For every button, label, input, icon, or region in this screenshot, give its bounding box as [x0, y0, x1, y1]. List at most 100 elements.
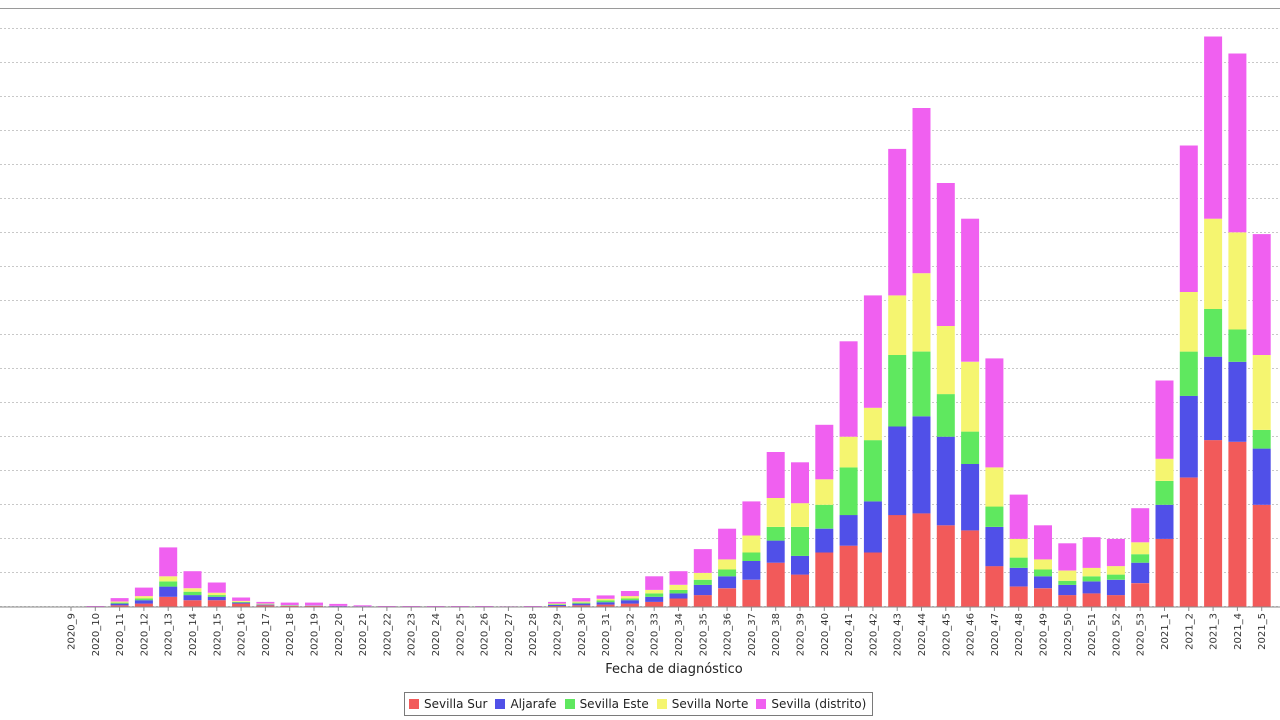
bar-segment	[961, 530, 980, 607]
x-tick-label: 2020_37	[747, 613, 758, 656]
bar-segment	[815, 552, 834, 607]
bar-segment	[1252, 234, 1271, 355]
bar-segment	[766, 452, 785, 498]
bar-segment	[183, 571, 202, 589]
bar-segment	[669, 593, 688, 599]
x-tick-label: 2020_52	[1111, 613, 1122, 656]
bar-segment	[1034, 588, 1052, 607]
x-tick-label: 2020_24	[431, 613, 442, 656]
bar-segment	[718, 569, 737, 577]
x-tick-label: 2020_45	[941, 613, 952, 656]
bar-segment	[377, 606, 396, 607]
x-tick-label: 2020_34	[674, 613, 685, 656]
bar-segment	[1204, 309, 1223, 357]
bar-segment	[110, 603, 129, 606]
bar-segment	[766, 527, 785, 541]
bar-segment	[207, 582, 226, 593]
bar-segment	[1155, 458, 1174, 481]
bar-segment	[839, 341, 858, 437]
bar-segment	[1155, 504, 1174, 539]
bar-segment	[1252, 429, 1271, 449]
x-tick-label: 2020_26	[480, 613, 491, 656]
gridlines	[0, 28, 1280, 607]
bar-segment	[1058, 580, 1077, 585]
legend: Sevilla Sur Aljarafe Sevilla Este Sevilla N…	[404, 692, 874, 716]
x-tick-label: 2020_51	[1087, 613, 1098, 656]
bar-segment	[912, 513, 931, 607]
bar-segment	[256, 601, 275, 604]
bar-segment	[329, 603, 348, 606]
bar-segment	[548, 601, 566, 604]
bar-segment	[791, 555, 809, 575]
bar-segment	[645, 576, 664, 590]
bar-segment	[912, 108, 931, 274]
bar-segment	[985, 467, 1004, 507]
bar-segment	[766, 562, 785, 607]
x-tick-label: 2020_25	[455, 613, 466, 656]
bar-segment	[839, 436, 858, 468]
bar-segment	[1034, 576, 1052, 589]
bar-segment	[888, 426, 907, 516]
x-tick-label: 2020_41	[844, 613, 855, 656]
bar-segment	[1204, 440, 1223, 607]
bar-segment	[645, 590, 664, 594]
bar-segment	[693, 579, 712, 585]
bar-segment	[718, 576, 737, 589]
bar-segment	[523, 606, 542, 607]
x-tick-label: 2020_18	[285, 613, 296, 656]
x-tick-label: 2020_13	[164, 613, 175, 656]
bar-segment	[1009, 494, 1028, 539]
legend-swatch	[656, 699, 667, 709]
bar-segment	[596, 604, 615, 607]
bar-segment	[159, 547, 178, 577]
bar-segment	[159, 596, 178, 607]
bar-segment	[742, 501, 761, 536]
x-tick-label: 2020_49	[1039, 613, 1050, 656]
bar-segment	[1228, 441, 1247, 607]
bar-segment	[766, 540, 785, 563]
bar-segment	[815, 479, 834, 505]
bar-segment	[839, 545, 858, 607]
bar-segment	[134, 587, 153, 597]
legend-swatch	[756, 699, 767, 709]
bar-segment	[863, 552, 882, 607]
x-tick-label: 2020_38	[771, 613, 782, 656]
bar-segment	[596, 595, 615, 599]
bar-segment	[863, 407, 882, 441]
bar-segment	[596, 600, 615, 603]
bar-segment	[232, 600, 251, 602]
bar-segment	[1252, 504, 1271, 607]
bar-segment	[1082, 581, 1101, 594]
bar-segment	[1204, 356, 1223, 441]
bar-segment	[256, 604, 275, 606]
bar-segment	[742, 579, 761, 607]
bar-segment	[134, 596, 153, 599]
x-tick-label: 2020_47	[990, 613, 1001, 656]
x-tick-label: 2020_40	[820, 613, 831, 656]
bar-segment	[232, 602, 251, 604]
bar-segment	[693, 595, 712, 607]
bar-segment	[645, 601, 664, 607]
bar-segment	[985, 506, 1004, 527]
bar-segment	[232, 597, 251, 601]
bar-segment	[1009, 538, 1028, 558]
legend-label: Sevilla Norte	[671, 697, 749, 711]
bar-segment	[815, 504, 834, 529]
bar-segment	[1058, 584, 1077, 596]
x-tick-label: 2020_15	[212, 613, 223, 656]
bar-segment	[1131, 562, 1150, 584]
bar-segment	[693, 572, 712, 580]
bar-segment	[718, 559, 737, 570]
x-tick-label: 2021_2	[1184, 613, 1195, 650]
bar-segment	[256, 603, 275, 605]
bar-segment	[888, 355, 907, 427]
bar-segment	[669, 590, 688, 594]
bar-segment	[159, 581, 178, 587]
bar-segment	[1179, 145, 1198, 292]
bar-segment	[985, 527, 1004, 567]
bars	[86, 36, 1271, 607]
bar-segment	[791, 462, 809, 504]
bar-segment	[1082, 537, 1101, 568]
bar-segment	[718, 588, 737, 607]
bar-segment	[1179, 292, 1198, 352]
